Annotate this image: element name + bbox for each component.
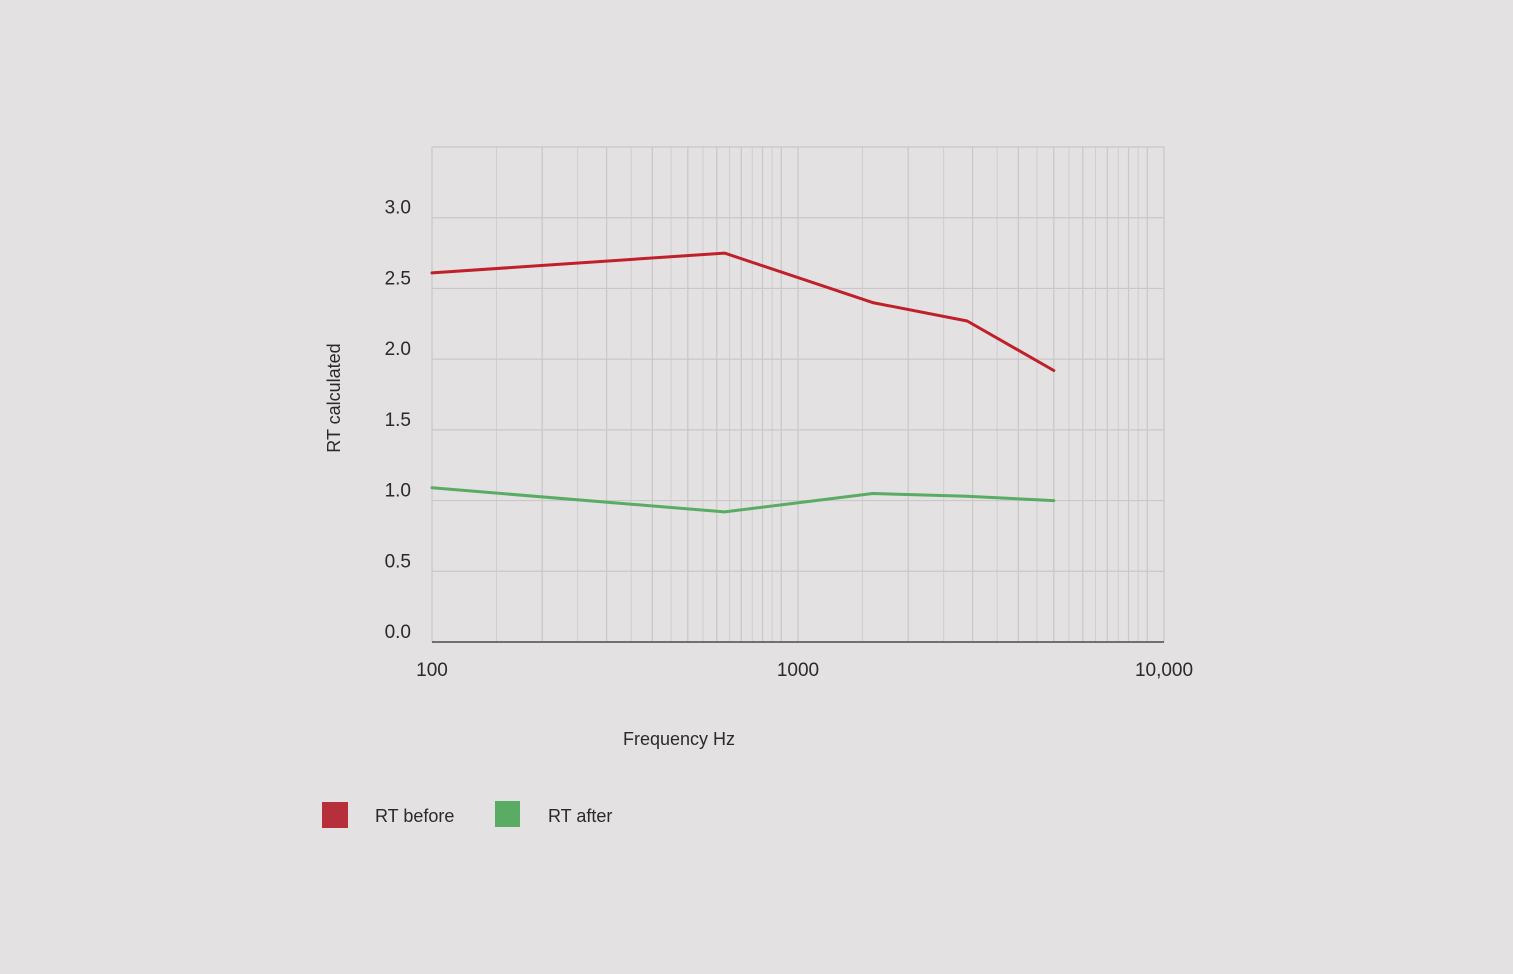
y-tick-label: 3.0 bbox=[385, 198, 411, 219]
legend-label-rt-before: RT before bbox=[375, 806, 454, 826]
x-tick-label: 1000 bbox=[777, 660, 819, 681]
legend: RT before RT after bbox=[322, 801, 612, 828]
series bbox=[430, 251, 1056, 514]
x-axis-ticks: 100 1000 10,000 bbox=[416, 660, 1193, 681]
legend-label-rt-after: RT after bbox=[548, 806, 612, 826]
x-axis-title: Frequency Hz bbox=[623, 729, 735, 749]
legend-swatch-rt-after bbox=[495, 801, 520, 827]
y-tick-label: 0.0 bbox=[385, 622, 411, 643]
x-tick-label: 10,000 bbox=[1135, 660, 1193, 681]
grid bbox=[431, 146, 1165, 642]
series-line-rt-before bbox=[430, 251, 1056, 372]
y-tick-label: 2.0 bbox=[385, 339, 411, 360]
x-tick-label: 100 bbox=[416, 660, 448, 681]
y-tick-label: 1.5 bbox=[385, 410, 411, 431]
y-tick-label: 1.0 bbox=[385, 481, 411, 502]
series-line-rt-after bbox=[430, 486, 1056, 514]
y-tick-label: 2.5 bbox=[385, 268, 411, 289]
y-axis-title: RT calculated bbox=[324, 343, 344, 452]
y-tick-label: 0.5 bbox=[385, 551, 411, 572]
y-axis-ticks: 0.0 0.5 1.0 1.5 2.0 2.5 3.0 bbox=[385, 198, 411, 643]
legend-swatch-rt-before bbox=[322, 802, 348, 828]
